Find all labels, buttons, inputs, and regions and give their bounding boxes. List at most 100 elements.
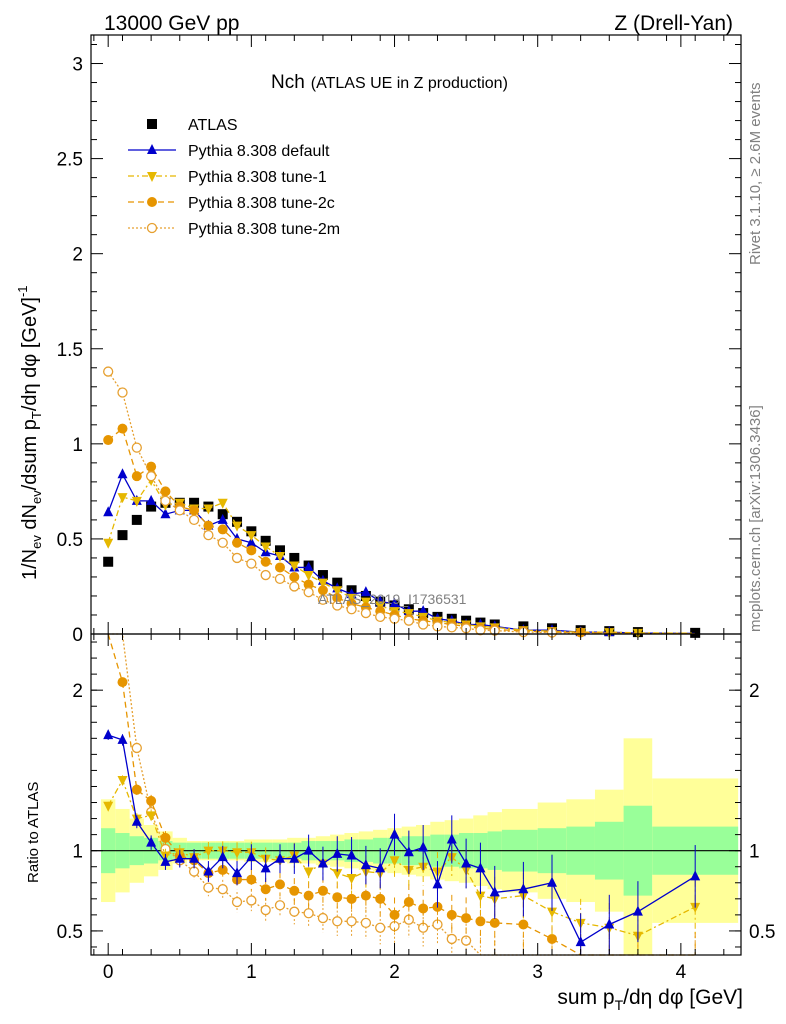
- data-point: [260, 569, 271, 581]
- ratio-point: [146, 836, 157, 847]
- ratio-point: [389, 909, 400, 920]
- ratio-point: [317, 912, 329, 924]
- ratio-point: [389, 856, 400, 867]
- ratio-point: [690, 870, 701, 881]
- data-point: [160, 486, 171, 497]
- data-point: [131, 514, 142, 525]
- ratio-point: [203, 846, 214, 857]
- data-point: [332, 586, 343, 597]
- data-point: [475, 625, 486, 636]
- ratio-point: [203, 882, 214, 893]
- ratio-point: [375, 893, 386, 904]
- data-point: [274, 573, 286, 585]
- data-point: [418, 605, 429, 616]
- ratio-point: [332, 916, 343, 927]
- ratio-point: [518, 883, 529, 894]
- ratio-point: [332, 847, 343, 858]
- data-point: [189, 505, 200, 516]
- ratio-point: [231, 896, 243, 908]
- ratio-point: [346, 849, 357, 860]
- ratio-point: [690, 902, 701, 913]
- ratio-point: [403, 897, 414, 908]
- y-tick-label: 0: [72, 625, 83, 646]
- ratio-point: [289, 906, 300, 917]
- data-point: [260, 535, 271, 546]
- ratio-point: [475, 862, 486, 873]
- ratio-point: [303, 867, 314, 878]
- legend-label: Pythia 8.308 tune-2c: [188, 195, 335, 212]
- series-pythia-8-308-default: [103, 468, 696, 637]
- ratio-point: [260, 862, 271, 873]
- rivet-version-label: Rivet 3.1.10, ≥ 2.6M events: [747, 83, 764, 266]
- legend-label: Pythia 8.308 tune-1: [188, 169, 327, 186]
- data-point: [246, 545, 257, 556]
- ratio-point: [217, 851, 228, 862]
- y-tick-label: 2: [72, 245, 83, 266]
- ratio-point: [389, 828, 400, 839]
- ratio-point: [332, 869, 343, 880]
- ratio-point: [274, 852, 285, 863]
- data-point: [203, 520, 214, 531]
- data-point: [403, 615, 414, 626]
- ratio-series-layer: [103, 633, 701, 956]
- ratio-point: [461, 913, 472, 924]
- data-point: [160, 508, 171, 519]
- data-point: [332, 592, 343, 603]
- ratio-point: [303, 890, 314, 901]
- data-point: [203, 529, 214, 541]
- ratio-point: [203, 865, 214, 876]
- data-point: [317, 578, 328, 589]
- chart-title: Nch (ATLAS UE in Z production): [271, 72, 508, 93]
- data-point: [260, 556, 271, 567]
- ratio-y-axis-label: Ratio to ATLAS: [25, 782, 42, 883]
- data-point: [231, 552, 243, 564]
- watermark: ATLAS_2019_I1736531: [318, 591, 467, 607]
- ratio-point: [346, 893, 357, 904]
- legend-entry: ATLAS: [147, 117, 238, 134]
- ratio-point: [160, 855, 171, 866]
- x-axis-label: sum pT/dη dφ [GeV]: [557, 986, 743, 1013]
- data-point: [317, 585, 328, 596]
- ratio-point: [375, 862, 386, 873]
- ratio-point: [260, 884, 271, 895]
- ratio-point: [146, 811, 157, 822]
- series-line: [107, 478, 696, 634]
- ratio-point: [117, 776, 128, 787]
- ratio-point: [489, 886, 500, 897]
- data-point: [146, 501, 157, 512]
- series-line: [107, 427, 696, 635]
- data-point: [289, 552, 300, 563]
- top-y-axis-label: 1/Nev dNev/dsum pT/dη dφ [GeV]-1: [15, 285, 44, 580]
- data-point: [203, 504, 214, 515]
- data-point: [117, 493, 128, 504]
- ratio-point: [289, 852, 300, 863]
- legend-entry: Pythia 8.308 tune-2m: [128, 221, 340, 238]
- ratio-point: [174, 852, 185, 863]
- x-tick-label: 1: [246, 962, 257, 983]
- data-point: [217, 524, 228, 535]
- y-tick-label: 2.5: [57, 150, 83, 171]
- data-point: [389, 613, 400, 624]
- ratio-point: [460, 935, 472, 946]
- data-point: [289, 571, 300, 582]
- header-right: Z (Drell-Yan): [614, 12, 733, 35]
- ratio-point: [217, 884, 228, 895]
- ratio-point: [232, 867, 243, 878]
- ratio-point: [131, 815, 142, 826]
- ratio-point: [117, 733, 128, 744]
- x-tick-label: 4: [676, 962, 687, 983]
- data-point: [217, 513, 228, 524]
- ratio-point: [475, 891, 486, 902]
- data-point: [303, 579, 314, 590]
- data-point: [303, 571, 314, 582]
- y-tick-label: 1: [72, 435, 83, 456]
- data-point: [103, 538, 114, 549]
- ratio-point: [360, 859, 371, 870]
- ratio-point: [346, 873, 357, 884]
- ratio-y-tick-label: 1: [72, 842, 83, 863]
- x-tick-label: 3: [532, 962, 543, 983]
- data-point: [332, 600, 343, 611]
- data-point: [346, 604, 357, 615]
- data-point: [360, 607, 372, 619]
- legend-entry: Pythia 8.308 default: [128, 143, 330, 160]
